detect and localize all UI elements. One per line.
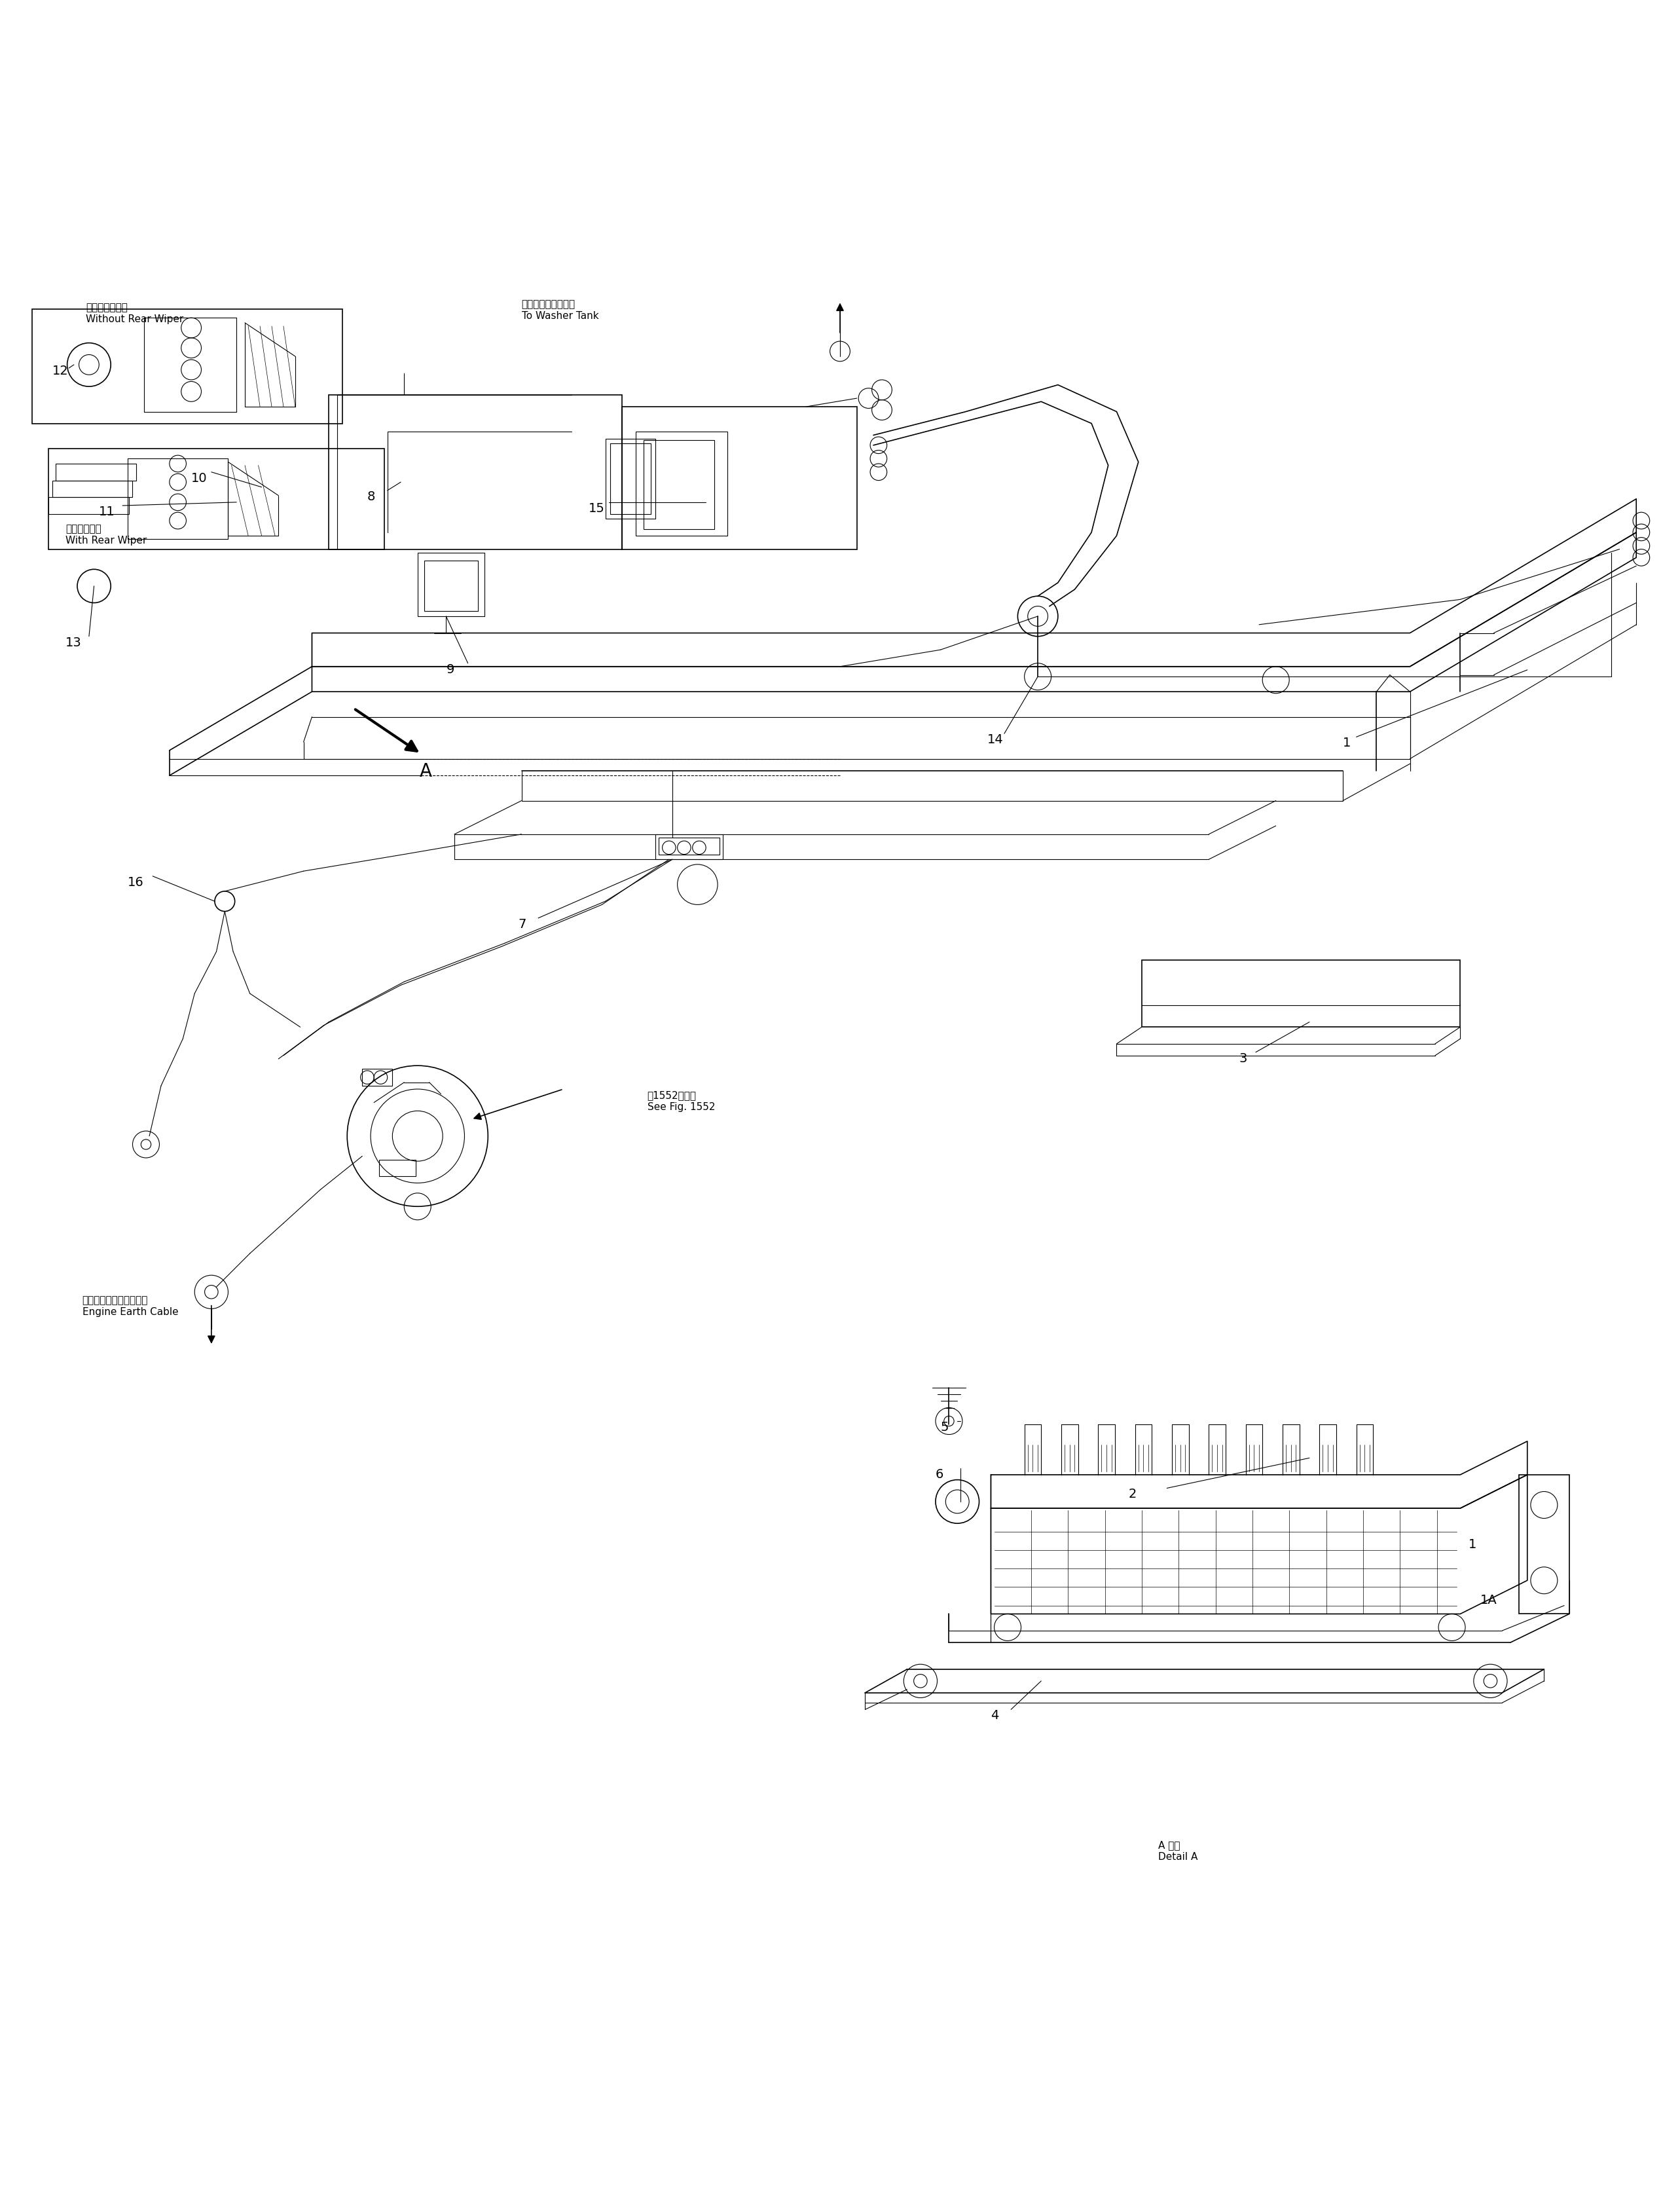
Text: 13: 13 — [66, 637, 82, 648]
Bar — [425, 560, 477, 611]
Text: 4: 4 — [991, 1709, 1000, 1722]
Bar — [643, 441, 714, 529]
Text: リヤワイパなし: リヤワイパなし — [86, 302, 128, 313]
Text: 1: 1 — [1468, 1539, 1477, 1550]
Bar — [363, 1069, 393, 1085]
Text: 9: 9 — [447, 664, 454, 675]
Bar — [655, 833, 722, 860]
Bar — [418, 553, 484, 615]
Text: See Fig. 1552: See Fig. 1552 — [647, 1102, 716, 1111]
Text: 第1552図参照: 第1552図参照 — [647, 1091, 696, 1100]
Bar — [380, 1160, 417, 1175]
Text: A 詳細: A 詳細 — [1159, 1841, 1181, 1850]
Text: 6: 6 — [936, 1469, 944, 1480]
Bar — [1142, 959, 1460, 1028]
Bar — [622, 406, 857, 549]
Text: エンジンアースケーブル: エンジンアースケーブル — [82, 1294, 148, 1305]
Text: With Rear Wiper: With Rear Wiper — [66, 536, 146, 545]
Text: Engine Earth Cable: Engine Earth Cable — [82, 1308, 178, 1316]
Text: A: A — [420, 763, 432, 781]
Text: リヤワイパ付: リヤワイパ付 — [66, 525, 101, 534]
Bar — [329, 395, 622, 549]
Text: 3: 3 — [1238, 1052, 1247, 1065]
Text: 11: 11 — [99, 505, 116, 518]
Text: 12: 12 — [52, 364, 69, 377]
Text: ウォッシャタンクへ: ウォッシャタンクへ — [521, 300, 575, 309]
Text: 15: 15 — [588, 503, 605, 514]
Bar — [610, 443, 650, 514]
Text: 7: 7 — [517, 917, 526, 931]
Text: 1: 1 — [1342, 736, 1351, 750]
Bar — [635, 432, 727, 536]
Text: 16: 16 — [128, 875, 144, 889]
Text: 1A: 1A — [1480, 1594, 1497, 1605]
Text: 10: 10 — [192, 472, 207, 485]
Bar — [32, 309, 343, 423]
Bar — [55, 463, 136, 481]
Bar — [659, 838, 719, 853]
Text: 14: 14 — [988, 734, 1003, 745]
Bar — [605, 439, 655, 518]
Bar — [49, 496, 129, 514]
Text: Without Rear Wiper: Without Rear Wiper — [86, 315, 183, 324]
Text: 5: 5 — [941, 1420, 949, 1433]
Text: To Washer Tank: To Washer Tank — [521, 311, 598, 322]
Bar — [49, 448, 385, 549]
Bar — [52, 481, 133, 496]
Text: 8: 8 — [368, 490, 375, 503]
Bar — [1519, 1475, 1569, 1614]
Text: 2: 2 — [1129, 1488, 1136, 1502]
Text: Detail A: Detail A — [1159, 1852, 1198, 1861]
